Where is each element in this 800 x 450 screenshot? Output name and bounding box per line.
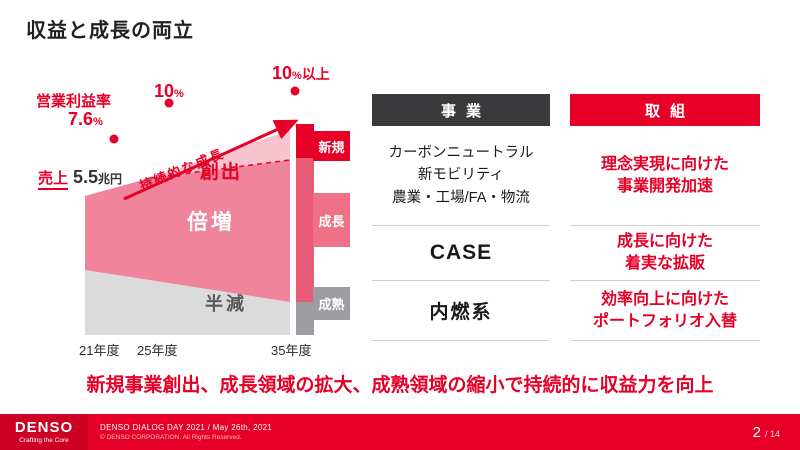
margin-fy25-percent-sign: % [174, 88, 184, 100]
margin-fy21-number: 7.6 [68, 109, 94, 129]
double-label: 倍増 [187, 211, 235, 234]
segment-label-mature: 成熟 [313, 287, 350, 320]
business-cell-ice: 内燃系 [372, 281, 550, 341]
initiative-cell-new: 理念実現に向けた 事業開発加速 [570, 126, 760, 226]
margin-fy25-number: 10 [154, 81, 175, 101]
margin-dot-fy25 [164, 98, 174, 108]
margin-fy35-percent-sign: % [292, 70, 302, 82]
margin-value-fy35: 10%以上 [272, 63, 330, 84]
x-tick-fy35: 35年度 [271, 343, 312, 358]
footer-bar: DENSO Crafting the Core DENSO DIALOG DAY… [0, 414, 800, 450]
segment-label-growth: 成長 [313, 193, 350, 247]
sales-label: 売上 [38, 170, 69, 190]
page-number: 2 [752, 423, 761, 441]
denso-logo: DENSO Crafting the Core [0, 414, 88, 450]
table-row: カーボンニュートラル 新モビリティ 農業・工場/FA・物流 理念実現に向けた 事… [372, 126, 760, 226]
initiative-column-header: 取組 [570, 94, 760, 126]
footer-meta: DENSO DIALOG DAY 2021 / May 26th, 2021 ©… [100, 423, 272, 441]
x-tick-fy25: 25年度 [137, 343, 178, 358]
area-mature [85, 270, 290, 335]
business-cell-new: カーボンニュートラル 新モビリティ 農業・工場/FA・物流 [372, 126, 550, 226]
business-initiative-table: 事業 取組 カーボンニュートラル 新モビリティ 農業・工場/FA・物流 理念実現… [372, 94, 760, 341]
halve-label: 半減 [205, 294, 247, 314]
bar-mature [296, 302, 314, 335]
denso-logo-text: DENSO [14, 419, 74, 436]
bar-new [296, 124, 314, 158]
table-row: CASE 成長に向けた 着実な拡販 [372, 226, 760, 281]
bar-growth [296, 158, 314, 302]
creation-dashed-line [149, 159, 291, 179]
table-row: 内燃系 効率向上に向けた ポートフォリオ入替 [372, 281, 760, 341]
growth-arrow [123, 119, 299, 201]
denso-logo-tagline: Crafting the Core [19, 437, 69, 444]
area-growth [85, 160, 290, 302]
sales-value: 5.5 [73, 167, 99, 187]
margin-fy35-suffix: 以上 [301, 66, 330, 82]
margin-fy35-number: 10 [272, 63, 293, 83]
business-column-header: 事業 [372, 94, 550, 126]
margin-fy21-percent-sign: % [93, 116, 103, 128]
page-title: 収益と成長の両立 [26, 20, 194, 42]
segment-label-new: 新規 [313, 131, 350, 161]
margin-dot-fy21 [109, 134, 119, 144]
operating-margin-label: 営業利益率 [36, 93, 112, 110]
x-tick-fy21: 21年度 [79, 343, 120, 358]
initiative-cell-case: 成長に向けた 着実な拡販 [570, 226, 760, 281]
page-total: / 14 [764, 428, 780, 439]
margin-value-fy25: 10% [154, 81, 184, 102]
margin-dot-fy35 [290, 86, 300, 96]
business-cell-case: CASE [372, 226, 550, 281]
page-indicator: 2 / 14 [753, 424, 780, 441]
footer-copyright: © DENSO CORPORATION. All Rights Reserved… [100, 434, 242, 441]
bottom-key-message: 新規事業創出、成長領域の拡大、成熟領域の縮小で持続的に収益力を向上 [86, 375, 714, 396]
creation-label: 創出 [200, 162, 243, 183]
sales-annotation: 売上 5.5兆円 [38, 167, 123, 190]
table-header-row: 事業 取組 [372, 94, 760, 126]
sales-unit: 兆円 [98, 172, 123, 186]
margin-value-fy21: 7.6% [68, 109, 103, 130]
initiative-cell-ice: 効率向上に向けた ポートフォリオ入替 [570, 281, 760, 341]
footer-event-text: DENSO DIALOG DAY 2021 / May 26th, 2021 [100, 423, 273, 432]
